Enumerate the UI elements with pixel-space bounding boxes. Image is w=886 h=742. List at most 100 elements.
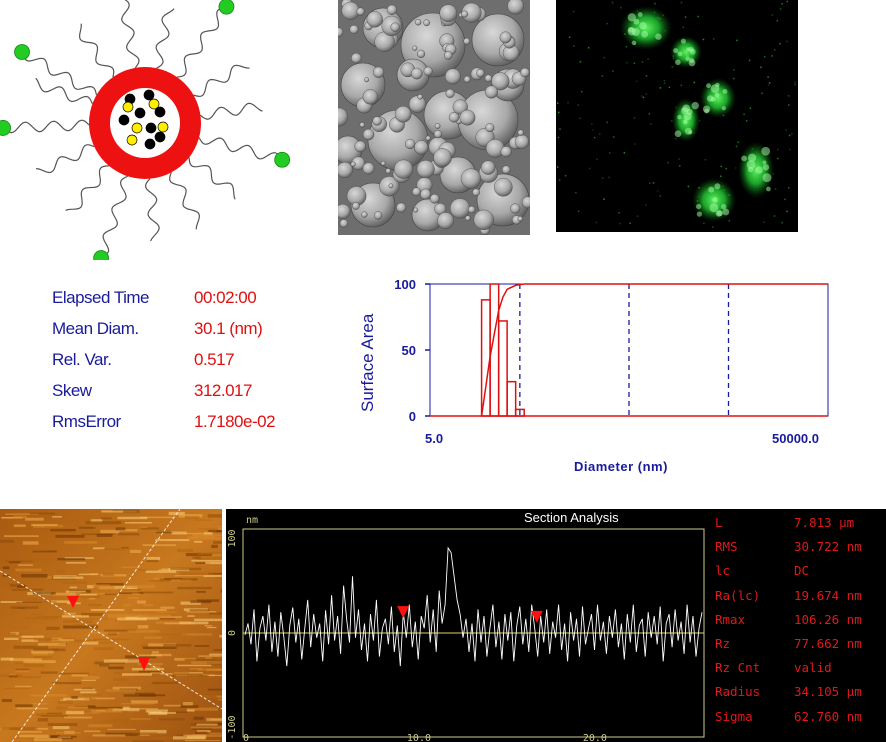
afm-topography-image [0, 509, 222, 742]
section-stat-key: Rmax [715, 611, 746, 627]
section-stat-value: 62.760 nm [794, 708, 862, 724]
ligand-bead [93, 250, 110, 260]
micelle-tail [9, 119, 90, 134]
micelle-tail [144, 178, 160, 242]
afm-cross-line [11, 509, 181, 742]
cargo-particle [148, 98, 160, 110]
section-y-tick: 0 [227, 630, 238, 636]
stat-value: 0.517 [194, 350, 235, 369]
histogram-x-tick-max: 50000.0 [772, 431, 819, 446]
section-stat-key: Radius [715, 684, 761, 700]
section-x-tick: 10.0 [407, 733, 431, 742]
histogram-bar [506, 380, 517, 417]
micelle-tail [65, 165, 110, 211]
section-stat-row: Rz 77.662 nm [706, 636, 886, 660]
micelle-tail [200, 102, 263, 120]
section-stat-value: 77.662 nm [794, 635, 862, 651]
stat-value: 312.017 [194, 381, 252, 400]
section-stat-row: Rmax 106.26 nm [706, 612, 886, 636]
micelle-tail [188, 157, 236, 200]
stat-value: 00:02:00 [194, 288, 257, 307]
stat-row: RmsError 1.7180e-02 [52, 412, 312, 443]
cargo-particle [154, 131, 166, 143]
section-analysis-panel [226, 509, 706, 742]
micelle-tail [177, 8, 220, 78]
section-stat-value: valid [794, 660, 832, 676]
section-stat-value: 19.674 nm [794, 587, 862, 603]
histogram-x-axis-label: Diameter (nm) [574, 459, 668, 474]
ligand-bead [218, 0, 235, 15]
histogram-x-tick-min: 5.0 [425, 431, 444, 446]
section-stat-row: Radius 34.105 µm [706, 684, 886, 708]
micelle-tail [121, 0, 140, 69]
ligand-bead [14, 44, 30, 60]
micelle-tail [24, 57, 98, 96]
stat-row: Elapsed Time 00:02:00 [52, 288, 312, 319]
histogram-y-axis-label: Surface Area [358, 313, 377, 412]
cargo-particle [122, 101, 134, 113]
section-x-tick: 20.0 [583, 733, 607, 742]
fluorescent-cell [620, 6, 672, 50]
stat-label: Elapsed Time [52, 288, 150, 307]
stat-row: Skew 312.017 [52, 381, 312, 412]
histogram-bar [497, 320, 508, 417]
cumulative-curve [480, 283, 828, 417]
micelle-tail [102, 175, 128, 255]
section-x-tick: 0 [243, 733, 249, 742]
stat-row: Mean Diam. 30.1 (nm) [52, 319, 312, 350]
histogram-bar [480, 299, 491, 417]
section-stat-row: RMS 30.722 nm [706, 539, 886, 563]
section-stat-row: lc DC [706, 563, 886, 587]
stat-row: Rel. Var. 0.517 [52, 350, 312, 381]
micelle-tail [169, 172, 201, 230]
micelle-tail [198, 137, 278, 160]
section-y-tick: -100 [227, 715, 238, 739]
section-analysis-title: Section Analysis [524, 510, 619, 525]
cargo-particle [145, 122, 157, 134]
cargo-particle [118, 114, 130, 126]
cargo-particle [157, 121, 169, 133]
section-stat-key: Rz [715, 635, 731, 651]
size-distribution-chart: 0 50 100 [394, 277, 829, 424]
section-stat-value: 106.26 nm [794, 611, 862, 627]
ligand-bead [0, 120, 11, 136]
histogram-y-tick: 50 [402, 343, 416, 358]
stat-label: Skew [52, 381, 92, 400]
section-stats-panel: L 7.813 µm RMS 30.722 nm lc DC Ra(lc) 19.674 nm… [706, 509, 886, 742]
section-y-tick: 100 [227, 529, 238, 547]
section-profile-chart: nm 100 0 -100 0 10.0 20.0 [227, 515, 705, 742]
micelle-schematic [0, 0, 291, 260]
section-stat-row: Ra(lc) 19.674 nm [706, 588, 886, 612]
stat-label: RmsError [52, 412, 121, 431]
cargo-particle [143, 89, 155, 101]
afm-marker [138, 657, 150, 671]
section-stat-value: 7.813 µm [794, 515, 855, 530]
afm-section-line [0, 570, 222, 710]
section-marker [530, 610, 543, 623]
cargo-particle [134, 107, 146, 119]
section-stat-value: 30.722 nm [794, 539, 862, 555]
stat-label: Rel. Var. [52, 350, 112, 369]
section-profile-trace [244, 546, 703, 667]
histogram-y-tick: 100 [394, 277, 416, 292]
micelle-tail [36, 144, 95, 174]
section-stat-key: Rz Cnt [715, 660, 761, 676]
section-stat-key: Sigma [715, 708, 753, 724]
section-stat-key: Ra(lc) [715, 587, 761, 603]
micelle-tail [78, 23, 115, 78]
stat-value: 1.7180e-02 [194, 412, 276, 431]
section-stat-key: L [715, 515, 723, 530]
section-unit-label: nm [246, 515, 258, 526]
cargo-particle [126, 134, 138, 146]
section-marker [397, 606, 410, 619]
fluorescence-micrograph [556, 0, 798, 232]
section-stat-value: 34.105 µm [794, 684, 862, 700]
afm-marker [67, 596, 79, 608]
section-stat-value: DC [794, 563, 810, 579]
cargo-particle [144, 138, 156, 150]
stat-value: 30.1 (nm) [194, 319, 263, 338]
cargo-particle [131, 122, 143, 134]
section-stat-key: lc [715, 563, 731, 579]
histogram-y-tick: 0 [409, 409, 416, 424]
section-stat-row: Rz Cnt valid [706, 660, 886, 684]
